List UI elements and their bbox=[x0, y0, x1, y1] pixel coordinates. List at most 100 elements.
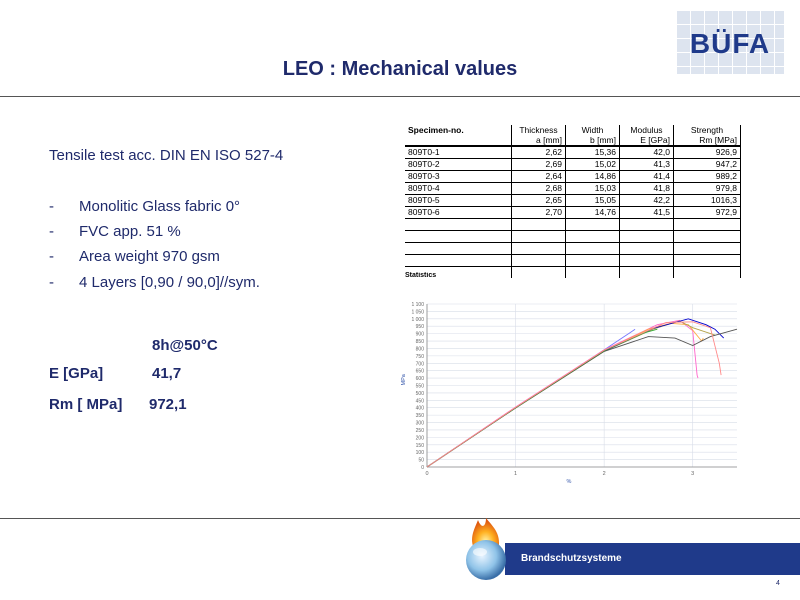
empty-cell bbox=[619, 254, 674, 267]
thickness-cell: 2,64 bbox=[511, 170, 566, 183]
flame-globe-icon bbox=[466, 518, 506, 580]
statistics-label: Statistics bbox=[405, 272, 437, 278]
thickness-cell: 2,65 bbox=[511, 194, 566, 207]
specimen-cell: 809T0-2 bbox=[405, 158, 512, 171]
thickness-cell: 2,62 bbox=[511, 145, 566, 159]
y-tick-label: 200 bbox=[416, 435, 425, 441]
specimen-cell: 809T0-4 bbox=[405, 182, 512, 195]
table-row: 809T0-3 2,64 14,86 41,4 989,2 bbox=[405, 170, 741, 183]
empty-cell bbox=[673, 242, 741, 255]
y-tick-label: 900 bbox=[416, 332, 425, 338]
empty-cell bbox=[565, 254, 620, 267]
series-line bbox=[426, 321, 722, 468]
table-row: 809T0-2 2,69 15,02 41,3 947,2 bbox=[405, 158, 741, 171]
modulus-value: 41,7 bbox=[152, 365, 182, 382]
footer-bar: Brandschutzsysteme bbox=[505, 543, 800, 575]
y-tick-label: 650 bbox=[416, 369, 425, 375]
empty-cell bbox=[619, 230, 674, 243]
y-tick-label: 700 bbox=[416, 361, 425, 367]
stress-strain-chart: 0501001502002503003504004505005506006507… bbox=[401, 302, 738, 485]
empty-cell bbox=[565, 242, 620, 255]
y-tick-label: 100 bbox=[416, 450, 425, 456]
table-row-empty bbox=[405, 230, 741, 243]
series-line bbox=[426, 322, 704, 468]
specimen-cell: 809T0-3 bbox=[405, 170, 512, 183]
empty-cell bbox=[405, 242, 512, 255]
y-tick-label: 1 100 bbox=[411, 302, 424, 308]
strength-cell: 947,2 bbox=[673, 158, 741, 171]
table-row-empty bbox=[405, 242, 741, 255]
x-tick-label: 3 bbox=[691, 471, 694, 477]
x-tick-label: 1 bbox=[514, 471, 517, 477]
y-tick-label: 450 bbox=[416, 398, 425, 404]
empty-cell bbox=[673, 230, 741, 243]
y-tick-label: 1 050 bbox=[411, 309, 424, 315]
table-header-row: Specimen-no. Thickness a [mm] Width b [mm]… bbox=[405, 125, 741, 146]
footer-divider bbox=[0, 518, 800, 519]
empty-cell bbox=[511, 242, 566, 255]
y-tick-label: 1 000 bbox=[411, 317, 424, 323]
empty-cell bbox=[405, 266, 512, 278]
header-strength: Strength Rm [MPa] bbox=[673, 125, 741, 146]
y-tick-label: 0 bbox=[421, 465, 424, 471]
thickness-cell: 2,70 bbox=[511, 206, 566, 219]
header-modulus: Modulus E [GPa] bbox=[619, 125, 674, 146]
table-row-empty bbox=[405, 254, 741, 267]
empty-cell bbox=[405, 218, 512, 231]
y-tick-label: 250 bbox=[416, 428, 425, 434]
specimen-cell: 809T0-5 bbox=[405, 194, 512, 207]
empty-cell bbox=[619, 242, 674, 255]
slide-title: LEO : Mechanical values bbox=[282, 58, 518, 80]
strength-cell: 979,8 bbox=[673, 182, 741, 195]
table-row: 809T0-4 2,68 15,03 41,8 979,8 bbox=[405, 182, 741, 195]
width-cell: 15,03 bbox=[565, 182, 620, 195]
series-line bbox=[426, 320, 716, 468]
table-row-empty bbox=[405, 266, 741, 278]
y-tick-label: 750 bbox=[416, 354, 425, 360]
empty-cell bbox=[565, 230, 620, 243]
logo-text: BÜFA bbox=[689, 28, 771, 59]
y-tick-label: 500 bbox=[416, 391, 425, 397]
modulus-cell: 41,3 bbox=[619, 158, 674, 171]
empty-cell bbox=[511, 218, 566, 231]
thickness-cell: 2,68 bbox=[511, 182, 566, 195]
header-specimen: Specimen-no. bbox=[408, 125, 464, 135]
series-line bbox=[426, 328, 658, 468]
empty-cell bbox=[405, 230, 512, 243]
y-tick-label: 400 bbox=[416, 406, 425, 412]
modulus-cell: 42,0 bbox=[619, 145, 674, 159]
empty-cell bbox=[673, 254, 741, 267]
table-row: 809T0-1 2,62 15,36 42,0 926,9 bbox=[405, 145, 741, 159]
specimen-cell: 809T0-6 bbox=[405, 206, 512, 219]
modulus-cell: 41,4 bbox=[619, 170, 674, 183]
strength-cell: 1016,3 bbox=[673, 194, 741, 207]
width-cell: 15,05 bbox=[565, 194, 620, 207]
modulus-label: E [GPa] bbox=[49, 365, 104, 382]
x-axis-label: % bbox=[567, 479, 572, 485]
y-axis-label: MPa bbox=[401, 373, 407, 385]
modulus-cell: 41,5 bbox=[619, 206, 674, 219]
series-line bbox=[426, 328, 738, 468]
specimen-cell: 809T0-1 bbox=[405, 145, 512, 159]
y-tick-label: 950 bbox=[416, 324, 425, 330]
empty-cell bbox=[511, 230, 566, 243]
strength-value: 972,1 bbox=[149, 396, 187, 413]
table-row-empty bbox=[405, 218, 741, 231]
y-tick-label: 50 bbox=[418, 458, 424, 464]
thickness-cell: 2,69 bbox=[511, 158, 566, 171]
footer-label: Brandschutzsysteme bbox=[521, 553, 622, 564]
modulus-cell: 41,8 bbox=[619, 182, 674, 195]
y-tick-label: 550 bbox=[416, 384, 425, 390]
y-tick-label: 800 bbox=[416, 346, 425, 352]
width-cell: 15,36 bbox=[565, 145, 620, 159]
empty-cell bbox=[673, 218, 741, 231]
header-thickness: Thickness a [mm] bbox=[511, 125, 566, 146]
width-cell: 14,76 bbox=[565, 206, 620, 219]
modulus-cell: 42,2 bbox=[619, 194, 674, 207]
y-tick-label: 150 bbox=[416, 443, 425, 449]
table-row: 809T0-5 2,65 15,05 42,2 1016,3 bbox=[405, 194, 741, 207]
x-tick-label: 2 bbox=[603, 471, 606, 477]
empty-cell bbox=[565, 266, 620, 278]
x-tick-label: 0 bbox=[425, 471, 428, 477]
empty-cell bbox=[405, 254, 512, 267]
